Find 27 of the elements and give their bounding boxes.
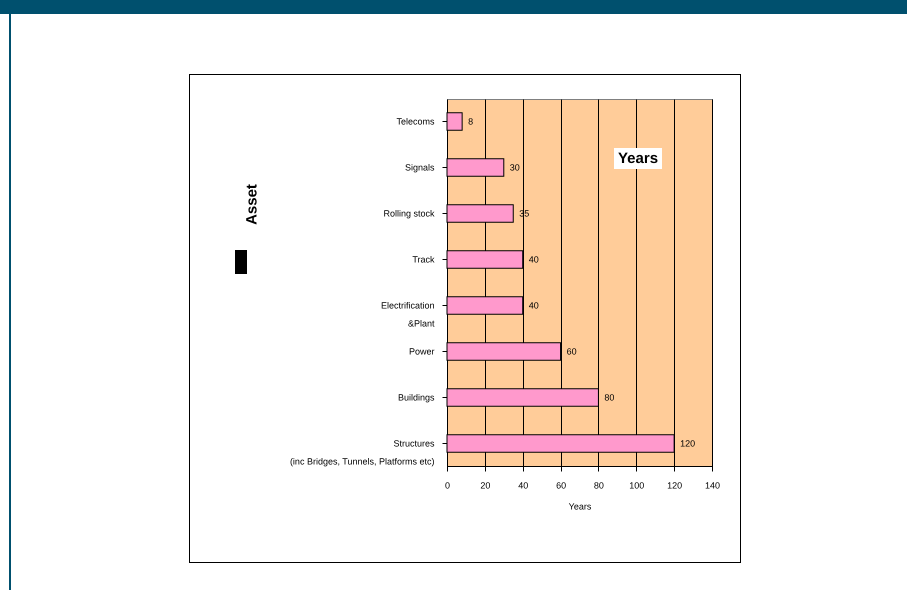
x-tick-label: 120 bbox=[667, 480, 682, 490]
y-tick-label: Telecoms bbox=[396, 116, 435, 127]
y-axis-title: Asset bbox=[244, 184, 260, 225]
x-tick-label: 0 bbox=[444, 480, 450, 490]
data-label: 40 bbox=[528, 300, 539, 310]
x-tick-label: 20 bbox=[480, 480, 490, 490]
x-tick-label: 40 bbox=[518, 480, 528, 490]
y-tick-label: Electrification &Plant bbox=[380, 300, 435, 328]
bar bbox=[446, 112, 463, 131]
x-tick-label: 140 bbox=[704, 480, 720, 490]
y-tick-label: Power bbox=[408, 346, 434, 356]
x-tick-label: 60 bbox=[556, 480, 566, 490]
y-tick-label: Track bbox=[412, 254, 435, 265]
data-label: 80 bbox=[604, 392, 614, 402]
annotation: Years bbox=[614, 148, 662, 169]
x-axis-title: Years bbox=[568, 502, 592, 512]
x-tick-label: 80 bbox=[594, 480, 604, 490]
y-tick-label: Rolling stock bbox=[383, 208, 435, 219]
y-tick-label: Structures (inc Bridges, Tunnels, Platforms etc) bbox=[290, 438, 435, 466]
y-tick-label: Buildings bbox=[398, 392, 435, 402]
y-tick-label: Signals bbox=[404, 162, 435, 173]
x-tick-label: 100 bbox=[629, 480, 644, 490]
data-label: 8 bbox=[468, 116, 474, 127]
data-label: 120 bbox=[680, 438, 696, 448]
data-label: 40 bbox=[528, 254, 539, 265]
data-label: 30 bbox=[510, 162, 520, 173]
data-label: 60 bbox=[566, 346, 577, 356]
